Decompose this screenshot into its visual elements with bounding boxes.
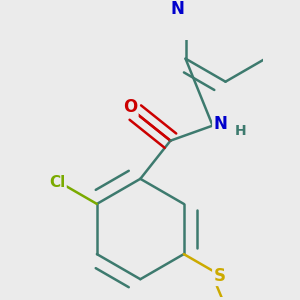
Text: Cl: Cl	[49, 175, 65, 190]
Text: S: S	[213, 267, 225, 285]
Text: N: N	[213, 115, 227, 133]
Text: H: H	[235, 124, 247, 138]
Text: N: N	[171, 0, 185, 18]
Text: O: O	[123, 98, 137, 116]
